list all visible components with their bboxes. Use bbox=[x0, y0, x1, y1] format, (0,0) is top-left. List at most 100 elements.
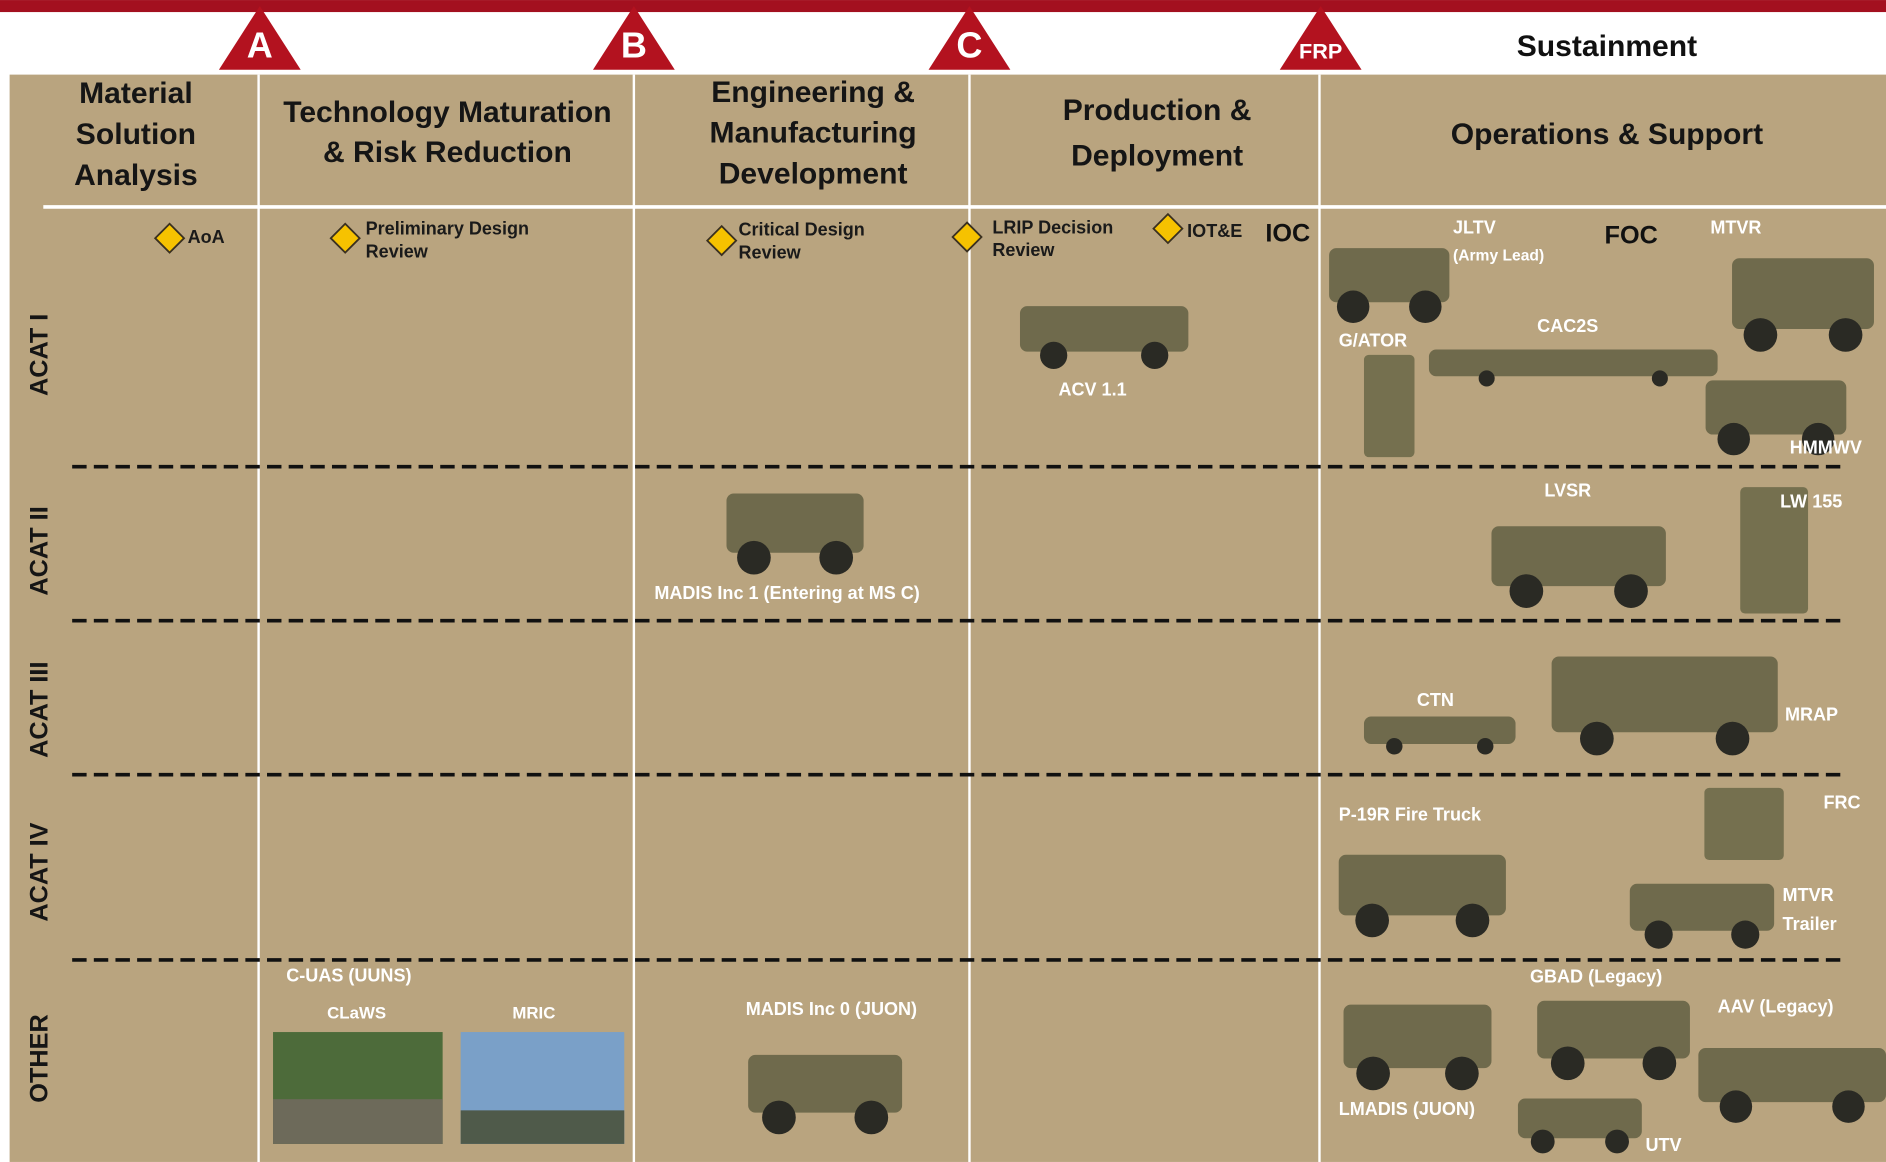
equipment bbox=[1704, 788, 1783, 860]
program-label: MADIS Inc 1 (Entering at MS C) bbox=[654, 583, 919, 603]
phase-title: Analysis bbox=[74, 159, 198, 192]
wheel bbox=[1409, 291, 1441, 323]
top-bar bbox=[0, 0, 1886, 12]
event-label: LRIP Decision bbox=[992, 217, 1113, 237]
wheel bbox=[1652, 370, 1668, 386]
program-image bbox=[273, 1032, 443, 1144]
wheel bbox=[1605, 1130, 1629, 1154]
program-label: MADIS Inc 0 (JUON) bbox=[746, 999, 917, 1019]
wheel bbox=[1531, 1130, 1555, 1154]
phase-title: Manufacturing bbox=[710, 117, 917, 150]
event-label: Preliminary Design bbox=[366, 219, 529, 239]
event-label: Review bbox=[366, 241, 429, 261]
program-label: MRIC bbox=[512, 1003, 555, 1022]
phase-title: Operations & Support bbox=[1451, 118, 1763, 151]
phase-title: & Risk Reduction bbox=[323, 136, 572, 169]
row-label: ACAT III bbox=[26, 662, 54, 758]
photo-ground bbox=[273, 1099, 443, 1144]
sustainment-label: Sustainment bbox=[1517, 30, 1697, 63]
program-label: P-19R Fire Truck bbox=[1339, 804, 1482, 824]
event-label: Review bbox=[739, 243, 802, 263]
program-label: HMMWV bbox=[1790, 437, 1862, 457]
event-label: AoA bbox=[188, 227, 225, 247]
vehicle-body bbox=[1732, 258, 1874, 329]
program-label: LMADIS (JUON) bbox=[1339, 1099, 1475, 1119]
program-label: CTN bbox=[1417, 690, 1454, 710]
event-label: Review bbox=[992, 240, 1055, 260]
wheel bbox=[1477, 738, 1493, 754]
photo-ground bbox=[461, 1110, 625, 1144]
wheel bbox=[1717, 423, 1749, 455]
wheel bbox=[1356, 1057, 1390, 1091]
page: Sustainment A B C FRP Material Solution Analys… bbox=[0, 0, 1886, 1162]
phase-title: Technology Maturation bbox=[283, 96, 611, 129]
acquisition-diagram: Sustainment A B C FRP Material Solution Analys… bbox=[0, 0, 1886, 1162]
program-label: CLaWS bbox=[327, 1003, 386, 1022]
wheel bbox=[854, 1101, 888, 1135]
program-label: CAC2S bbox=[1537, 316, 1598, 336]
wheel bbox=[1355, 904, 1389, 938]
wheel bbox=[1040, 342, 1067, 369]
wheel bbox=[1645, 921, 1673, 949]
event-label: Critical Design bbox=[739, 220, 865, 240]
program-label: C-UAS (UUNS) bbox=[286, 965, 411, 985]
vehicle-body bbox=[1552, 656, 1778, 732]
wheel bbox=[1456, 904, 1490, 938]
program-label: UTV bbox=[1645, 1135, 1681, 1155]
milestone-label: C bbox=[956, 25, 982, 66]
phase-title: Production & bbox=[1063, 94, 1252, 127]
milestone-label: B bbox=[621, 25, 647, 66]
program-label: MRAP bbox=[1785, 704, 1838, 724]
program-label: Trailer bbox=[1783, 914, 1837, 934]
wheel bbox=[737, 541, 771, 575]
row-label: ACAT II bbox=[26, 506, 54, 595]
program-image bbox=[461, 1032, 625, 1144]
wheel bbox=[1386, 738, 1402, 754]
wheel bbox=[819, 541, 853, 575]
wheel bbox=[1479, 370, 1495, 386]
program-label: MTVR bbox=[1710, 217, 1761, 237]
wheel bbox=[1720, 1090, 1752, 1122]
wheel bbox=[1551, 1046, 1585, 1080]
program-label: LW 155 bbox=[1780, 492, 1842, 512]
wheel bbox=[1829, 318, 1863, 352]
program-label: FRC bbox=[1823, 792, 1860, 812]
milestone-label: FRP bbox=[1299, 39, 1342, 64]
program-label: AAV (Legacy) bbox=[1718, 997, 1834, 1017]
phase-title: Development bbox=[719, 158, 908, 191]
program-label: (Army Lead) bbox=[1453, 247, 1544, 264]
equipment bbox=[1364, 355, 1415, 457]
wheel bbox=[1643, 1046, 1677, 1080]
wheel bbox=[1445, 1057, 1479, 1091]
program-label: GBAD (Legacy) bbox=[1530, 967, 1662, 987]
phase-title: Solution bbox=[76, 118, 196, 151]
wheel bbox=[1716, 722, 1750, 756]
program-image bbox=[1364, 355, 1415, 457]
phase-title: Material bbox=[79, 77, 193, 110]
phase-title: Deployment bbox=[1071, 140, 1243, 173]
milestone-label: A bbox=[247, 25, 273, 66]
wheel bbox=[1731, 921, 1759, 949]
phase-title: Engineering & bbox=[711, 76, 915, 109]
program-label: G/ATOR bbox=[1339, 330, 1407, 350]
wheel bbox=[762, 1101, 796, 1135]
program-image bbox=[1704, 788, 1783, 860]
wheel bbox=[1580, 722, 1614, 756]
status-marker: IOC bbox=[1265, 219, 1310, 247]
wheel bbox=[1832, 1090, 1864, 1122]
row-label: ACAT I bbox=[26, 314, 54, 396]
program-label: JLTV bbox=[1453, 217, 1496, 237]
wheel bbox=[1510, 574, 1544, 608]
program-label: ACV 1.1 bbox=[1058, 380, 1126, 400]
event-label: IOT&E bbox=[1187, 221, 1242, 241]
wheel bbox=[1614, 574, 1648, 608]
wheel bbox=[1744, 318, 1778, 352]
program-label: MTVR bbox=[1783, 885, 1834, 905]
status-marker: FOC bbox=[1605, 222, 1658, 250]
program-label: LVSR bbox=[1544, 481, 1591, 501]
vehicle-body bbox=[1364, 717, 1516, 744]
wheel bbox=[1141, 342, 1168, 369]
vehicle-body bbox=[1429, 350, 1718, 377]
row-label: ACAT IV bbox=[26, 822, 54, 921]
wheel bbox=[1337, 291, 1369, 323]
